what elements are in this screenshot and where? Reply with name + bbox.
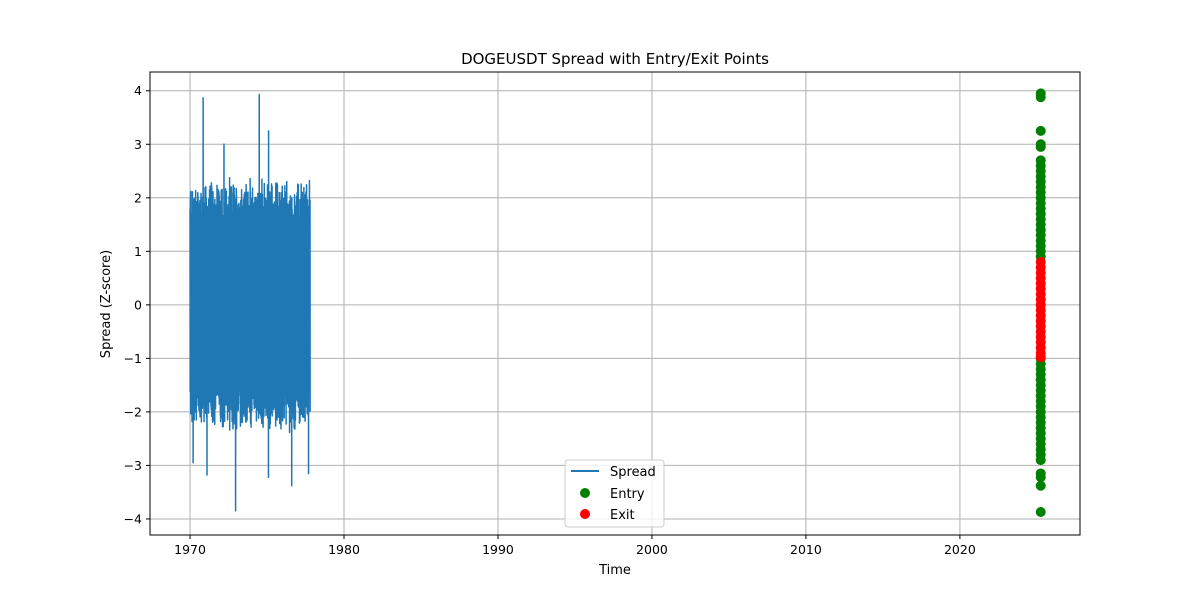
exit-point (1035, 352, 1046, 363)
entry-point (1035, 480, 1046, 491)
x-tick-label: 1980 (328, 542, 360, 557)
legend-exit-swatch (580, 509, 590, 519)
plot-frame (149, 71, 1081, 536)
y-tick-label: −1 (124, 351, 142, 366)
legend-exit-label: Exit (610, 508, 635, 523)
y-axis-label: Spread (Z-score) (99, 250, 114, 358)
legend: Spread Entry Exit (564, 459, 665, 528)
x-tick-label: 2010 (790, 542, 822, 557)
spread-line (189, 93, 311, 512)
y-tick-label: −3 (124, 458, 142, 473)
tick-layer: 1970 1980 1990 2000 2010 2020 −4 −3 −2 −1 0 1 2 3 4 (124, 83, 976, 557)
y-tick-label: 0 (134, 297, 142, 312)
y-tick-label: 1 (134, 244, 142, 259)
legend-entry-swatch (580, 488, 590, 498)
legend-spread-label: Spread (610, 465, 656, 480)
x-tick-label: 1970 (174, 542, 206, 557)
chart-title: DOGEUSDT Spread with Entry/Exit Points (461, 50, 769, 68)
legend-box (564, 459, 665, 528)
entry-point (1035, 455, 1046, 466)
y-tick-label: 3 (134, 137, 142, 152)
x-tick-label: 2020 (944, 542, 976, 557)
x-tick-label: 2000 (636, 542, 668, 557)
entry-point (1035, 141, 1046, 152)
y-tick-label: −4 (124, 511, 142, 526)
data-layer (189, 88, 1046, 517)
y-tick-label: −2 (124, 404, 142, 419)
legend-entry-label: Entry (610, 487, 645, 502)
entry-point (1035, 125, 1046, 136)
entry-point (1035, 472, 1046, 483)
entry-point (1035, 506, 1046, 517)
entry-point (1035, 92, 1046, 103)
y-tick-label: 4 (134, 83, 142, 98)
x-axis-label: Time (598, 563, 631, 578)
x-tick-label: 1990 (482, 542, 514, 557)
y-tick-label: 2 (134, 190, 142, 205)
